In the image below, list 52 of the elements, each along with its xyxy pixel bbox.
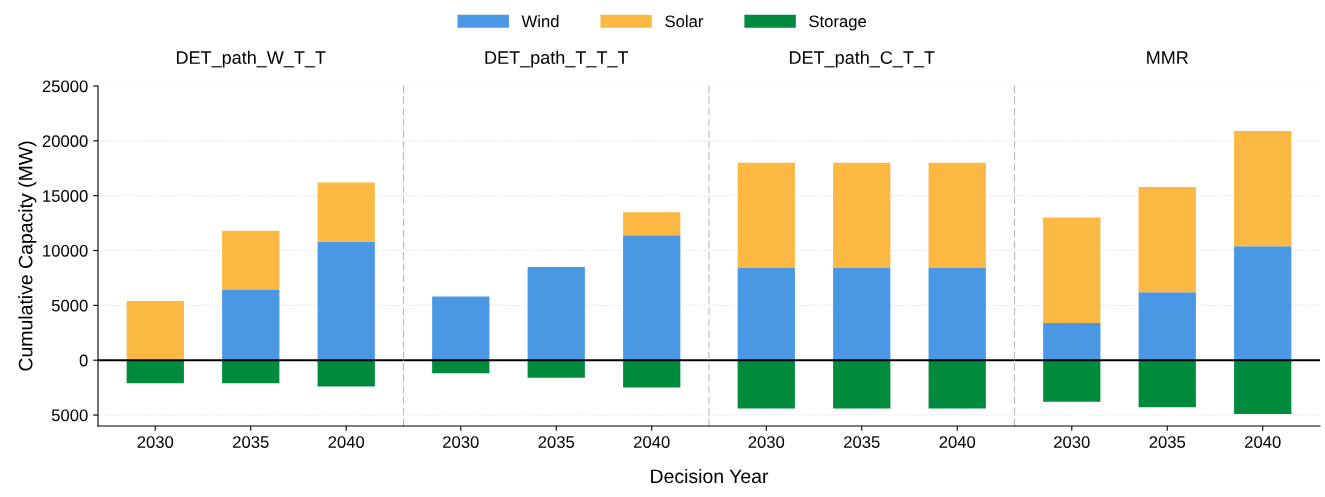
bar [317, 182, 375, 242]
y-tick-label: 15000 [43, 190, 88, 202]
bar [1043, 322, 1101, 361]
y-axis-title: Cumulative Capacity (MW) [18, 141, 37, 371]
y-tick-label: 5000 [51, 299, 88, 312]
bar [1043, 217, 1101, 323]
x-tick-label: 2035 [844, 436, 880, 448]
bar [1234, 360, 1292, 414]
x-tick-label: 2030 [748, 436, 785, 448]
chart-title: MMR [1147, 51, 1188, 64]
y-tick-label: 20000 [42, 135, 88, 148]
x-tick-label: 2040 [328, 436, 365, 448]
bar [1043, 360, 1101, 402]
bar [1234, 246, 1292, 361]
bar [222, 290, 280, 361]
bar [623, 212, 681, 236]
x-tick-label: 2030 [443, 436, 479, 448]
bar [222, 230, 280, 290]
legend-label: Wind [521, 15, 559, 28]
x-tick-label: 2040 [1245, 436, 1281, 448]
bar [1138, 292, 1196, 361]
bar [222, 360, 280, 384]
bar [317, 360, 375, 387]
x-tick-label: 2035 [233, 436, 269, 448]
bar [126, 360, 184, 384]
x-tick-label: 2040 [634, 436, 670, 448]
chart-title: DET_path_C_T_T [789, 50, 935, 68]
bar [126, 300, 184, 361]
y-tick-label: 5000 [51, 409, 88, 422]
bar [527, 266, 585, 361]
bar [432, 296, 490, 361]
bar [1138, 186, 1196, 293]
x-tick-label: 2030 [137, 436, 174, 448]
x-tick-label: 2030 [1054, 436, 1090, 448]
x-tick-label: 2035 [538, 436, 575, 448]
bar [317, 241, 375, 361]
y-tick-label: 0 [79, 354, 88, 367]
bar [1234, 130, 1292, 247]
y-tick-label: 10000 [43, 244, 88, 257]
bar [1138, 360, 1196, 408]
legend-label: Solar [665, 15, 704, 28]
text: Decision Year [651, 468, 769, 484]
bar [432, 360, 490, 374]
y-tick-label: 25000 [42, 80, 88, 93]
x-tick-label: 2035 [1149, 436, 1186, 448]
x-tick-label: 2040 [939, 436, 976, 448]
bar [623, 235, 681, 361]
chart-title: DET_path_W_T_T [176, 50, 326, 68]
legend-label: Storage [809, 15, 867, 31]
chart-title: DET_path_T_T_T [485, 50, 629, 68]
bar [623, 360, 681, 388]
bar [527, 360, 585, 378]
